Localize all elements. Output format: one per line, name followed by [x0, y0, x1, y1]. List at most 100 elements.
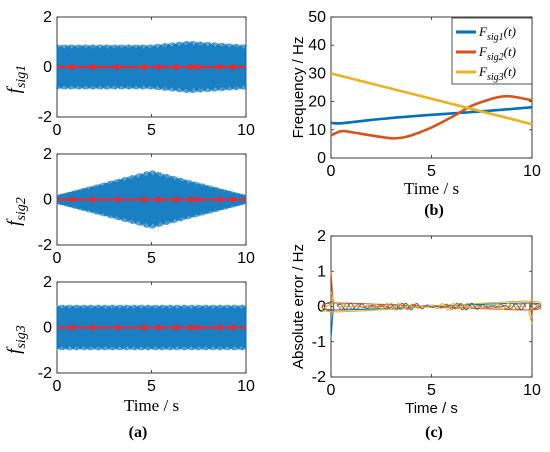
y-axis-label-main: f	[4, 346, 25, 354]
y-tick-label: 2	[43, 146, 52, 163]
y-tick-label: 10	[308, 122, 326, 139]
x-tick-label: 10	[523, 382, 541, 399]
y-axis-label-main: f	[4, 85, 25, 93]
y-tick-label: 0	[317, 299, 326, 316]
x-tick-label: 10	[523, 163, 541, 180]
y-tick-label: -2	[312, 369, 326, 386]
error-marker	[173, 64, 179, 70]
x-tick-label: 5	[427, 163, 436, 180]
error-marker	[173, 324, 179, 331]
error-marker	[230, 196, 235, 203]
x-tick-label: 5	[147, 378, 156, 395]
x-tick-label: 0	[327, 163, 336, 180]
y-axis-label: fsig1	[4, 65, 29, 94]
error-marker	[217, 64, 222, 70]
y-axis-label: fsig3	[4, 325, 29, 354]
y-tick-label: 0	[43, 320, 52, 337]
y-tick-label: -2	[38, 365, 52, 382]
legend-sub: sig3	[487, 72, 504, 83]
error-marker	[115, 64, 120, 70]
x-tick-label: 0	[53, 122, 62, 139]
legend-sub: sig1	[487, 32, 504, 43]
y-tick-label: 2	[317, 228, 326, 245]
x-tick-label: 5	[427, 382, 436, 399]
legend-label-3: Fsig3(t)	[478, 64, 516, 83]
legend-sub: sig2	[487, 52, 504, 63]
error-marker	[115, 196, 120, 203]
error-marker	[230, 324, 235, 331]
legend-suffix: (t)	[504, 24, 516, 39]
y-axis-label-main: f	[4, 218, 25, 226]
error-marker	[156, 324, 162, 331]
y-tick-label: -2	[38, 237, 52, 254]
x-tick-label: 0	[53, 378, 62, 395]
error-marker	[217, 196, 222, 203]
x-tick-label: 5	[147, 122, 156, 139]
error-marker	[156, 64, 162, 70]
series-osc-2	[336, 302, 527, 311]
error-marker	[69, 324, 75, 331]
x-tick-label: 5	[147, 250, 156, 267]
legend-name: F	[478, 44, 488, 59]
legend-suffix: (t)	[504, 64, 516, 79]
y-axis-label: Absolute error / Hz	[290, 244, 307, 369]
error-marker	[141, 64, 147, 70]
series-line-3	[330, 72, 533, 126]
caption-c: (c)	[425, 424, 443, 441]
legend-label-2: Fsig2(t)	[478, 44, 516, 63]
error-marker	[195, 196, 201, 203]
x-tick-label: 0	[53, 250, 62, 267]
error-marker	[69, 196, 75, 203]
y-tick-label: 1	[317, 263, 326, 280]
y-tick-label: -1	[312, 334, 326, 351]
error-marker	[188, 324, 194, 331]
error-marker	[217, 324, 222, 331]
x-axis-label: Time / s	[124, 396, 179, 415]
y-tick-label: 0	[317, 150, 326, 167]
x-tick-label: 10	[237, 378, 255, 395]
error-marker	[141, 324, 147, 331]
y-tick-label: 2	[43, 274, 52, 291]
y-tick-label: 0	[43, 192, 52, 209]
series-line-2	[321, 271, 542, 318]
legend-name: F	[478, 24, 488, 39]
error-marker	[230, 64, 235, 70]
error-marker	[90, 324, 96, 331]
y-tick-label: 20	[308, 94, 326, 111]
y-axis-label: Frequency / Hz	[290, 37, 307, 139]
x-axis-label: Time / s	[404, 179, 459, 198]
x-tick-label: 10	[237, 250, 255, 267]
y-tick-label: 0	[43, 59, 52, 76]
error-marker	[90, 64, 96, 70]
y-tick-label: -2	[38, 109, 52, 126]
error-marker	[195, 64, 201, 70]
legend-suffix: (t)	[504, 44, 516, 59]
error-marker	[115, 324, 120, 331]
x-tick-label: 10	[237, 122, 255, 139]
y-tick-label: 2	[43, 9, 52, 26]
error-marker	[188, 196, 194, 203]
caption-a: (a)	[129, 424, 148, 441]
error-marker	[195, 324, 201, 331]
error-marker	[141, 196, 147, 203]
legend-label-1: Fsig1(t)	[478, 24, 516, 43]
error-marker	[188, 64, 194, 70]
panel-c: 0 5 10 -2 -1 0 1 2 Absolute error / Hz Time / s	[290, 228, 542, 417]
series-osc-3	[337, 302, 527, 311]
y-axis-label-sub: sig3	[14, 325, 29, 348]
caption-b: (b)	[424, 202, 444, 219]
error-marker	[156, 196, 162, 203]
x-axis-label: Time / s	[405, 400, 458, 417]
error-marker	[90, 196, 96, 203]
error-marker	[69, 64, 75, 70]
y-tick-label: 30	[308, 65, 326, 82]
y-axis-label: fsig2	[4, 197, 29, 226]
error-marker	[173, 196, 179, 203]
y-axis-label-sub: sig1	[14, 65, 29, 88]
x-tick-label: 0	[327, 382, 336, 399]
